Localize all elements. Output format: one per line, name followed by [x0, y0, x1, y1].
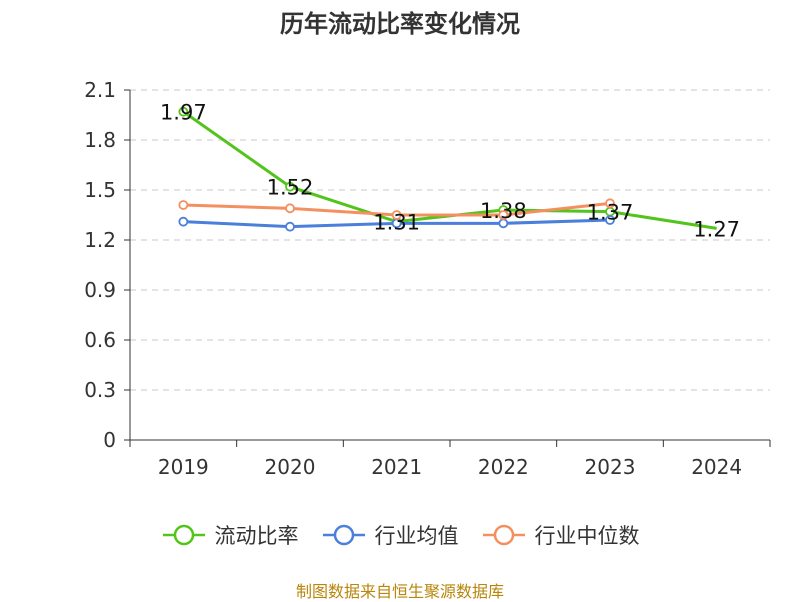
- y-tick-label: 2.1: [84, 78, 116, 102]
- data-point: [285, 221, 295, 232]
- y-tick-label: 0.9: [84, 278, 116, 302]
- data-label: 1.27: [693, 217, 740, 241]
- data-point: [178, 216, 189, 227]
- x-tick-label: 2024: [691, 455, 742, 479]
- legend-item[interactable]: 行业均值: [321, 520, 459, 550]
- data-point: [178, 200, 189, 210]
- legend-label: 行业均值: [374, 524, 459, 548]
- axis-layer: 0 0.3 0.6 0.9 1.2 1.5 1.8 2.1 2019 2020 2021 2022 20…: [84, 78, 771, 479]
- x-tick-label: 2023: [585, 455, 636, 479]
- legend-label: 行业中位数: [534, 524, 640, 548]
- legend-marker-icon: [482, 524, 525, 546]
- series-line-0: [182, 110, 717, 230]
- data-label: 1.97: [160, 101, 207, 125]
- legend: 流动比率 行业均值 行业中位数: [0, 520, 800, 550]
- label-layer: 1.97 1.52 1.31 1.38 1.37 1.27: [160, 101, 740, 242]
- data-point: [605, 215, 615, 225]
- legend-marker-icon: [162, 524, 205, 546]
- x-tick-label: 2021: [371, 455, 422, 479]
- data-point: [285, 181, 295, 192]
- y-tick-label: 0.3: [84, 378, 116, 402]
- y-tick-label: 0: [103, 428, 116, 452]
- data-point: [605, 198, 615, 209]
- x-tick-label: 2020: [265, 455, 316, 479]
- legend-marker-icon: [322, 524, 365, 546]
- y-tick-label: 0.6: [84, 328, 116, 352]
- data-label: 1.52: [267, 176, 314, 200]
- source-note: 制图数据来自恒生聚源数据库: [295, 582, 504, 601]
- y-tick-label: 1.5: [84, 178, 116, 202]
- data-label: 1.38: [480, 199, 527, 223]
- data-label: 1.31: [373, 211, 420, 235]
- y-tick-label: 1.2: [84, 228, 116, 252]
- legend-label: 流动比率: [214, 524, 299, 548]
- chart-title: 历年流动比率变化情况: [280, 10, 520, 38]
- data-label: 1.37: [587, 201, 634, 225]
- legend-item[interactable]: 行业中位数: [481, 520, 640, 550]
- series-layer: [178, 106, 717, 232]
- data-point: [391, 210, 402, 220]
- x-tick-label: 2019: [158, 455, 209, 479]
- data-point: [498, 210, 509, 220]
- grid-layer: [130, 89, 770, 391]
- x-tick-label: 2022: [478, 455, 529, 479]
- y-tick-label: 1.8: [84, 128, 116, 152]
- legend-item[interactable]: 流动比率: [161, 520, 299, 550]
- data-point: [178, 106, 189, 117]
- data-point: [285, 203, 295, 214]
